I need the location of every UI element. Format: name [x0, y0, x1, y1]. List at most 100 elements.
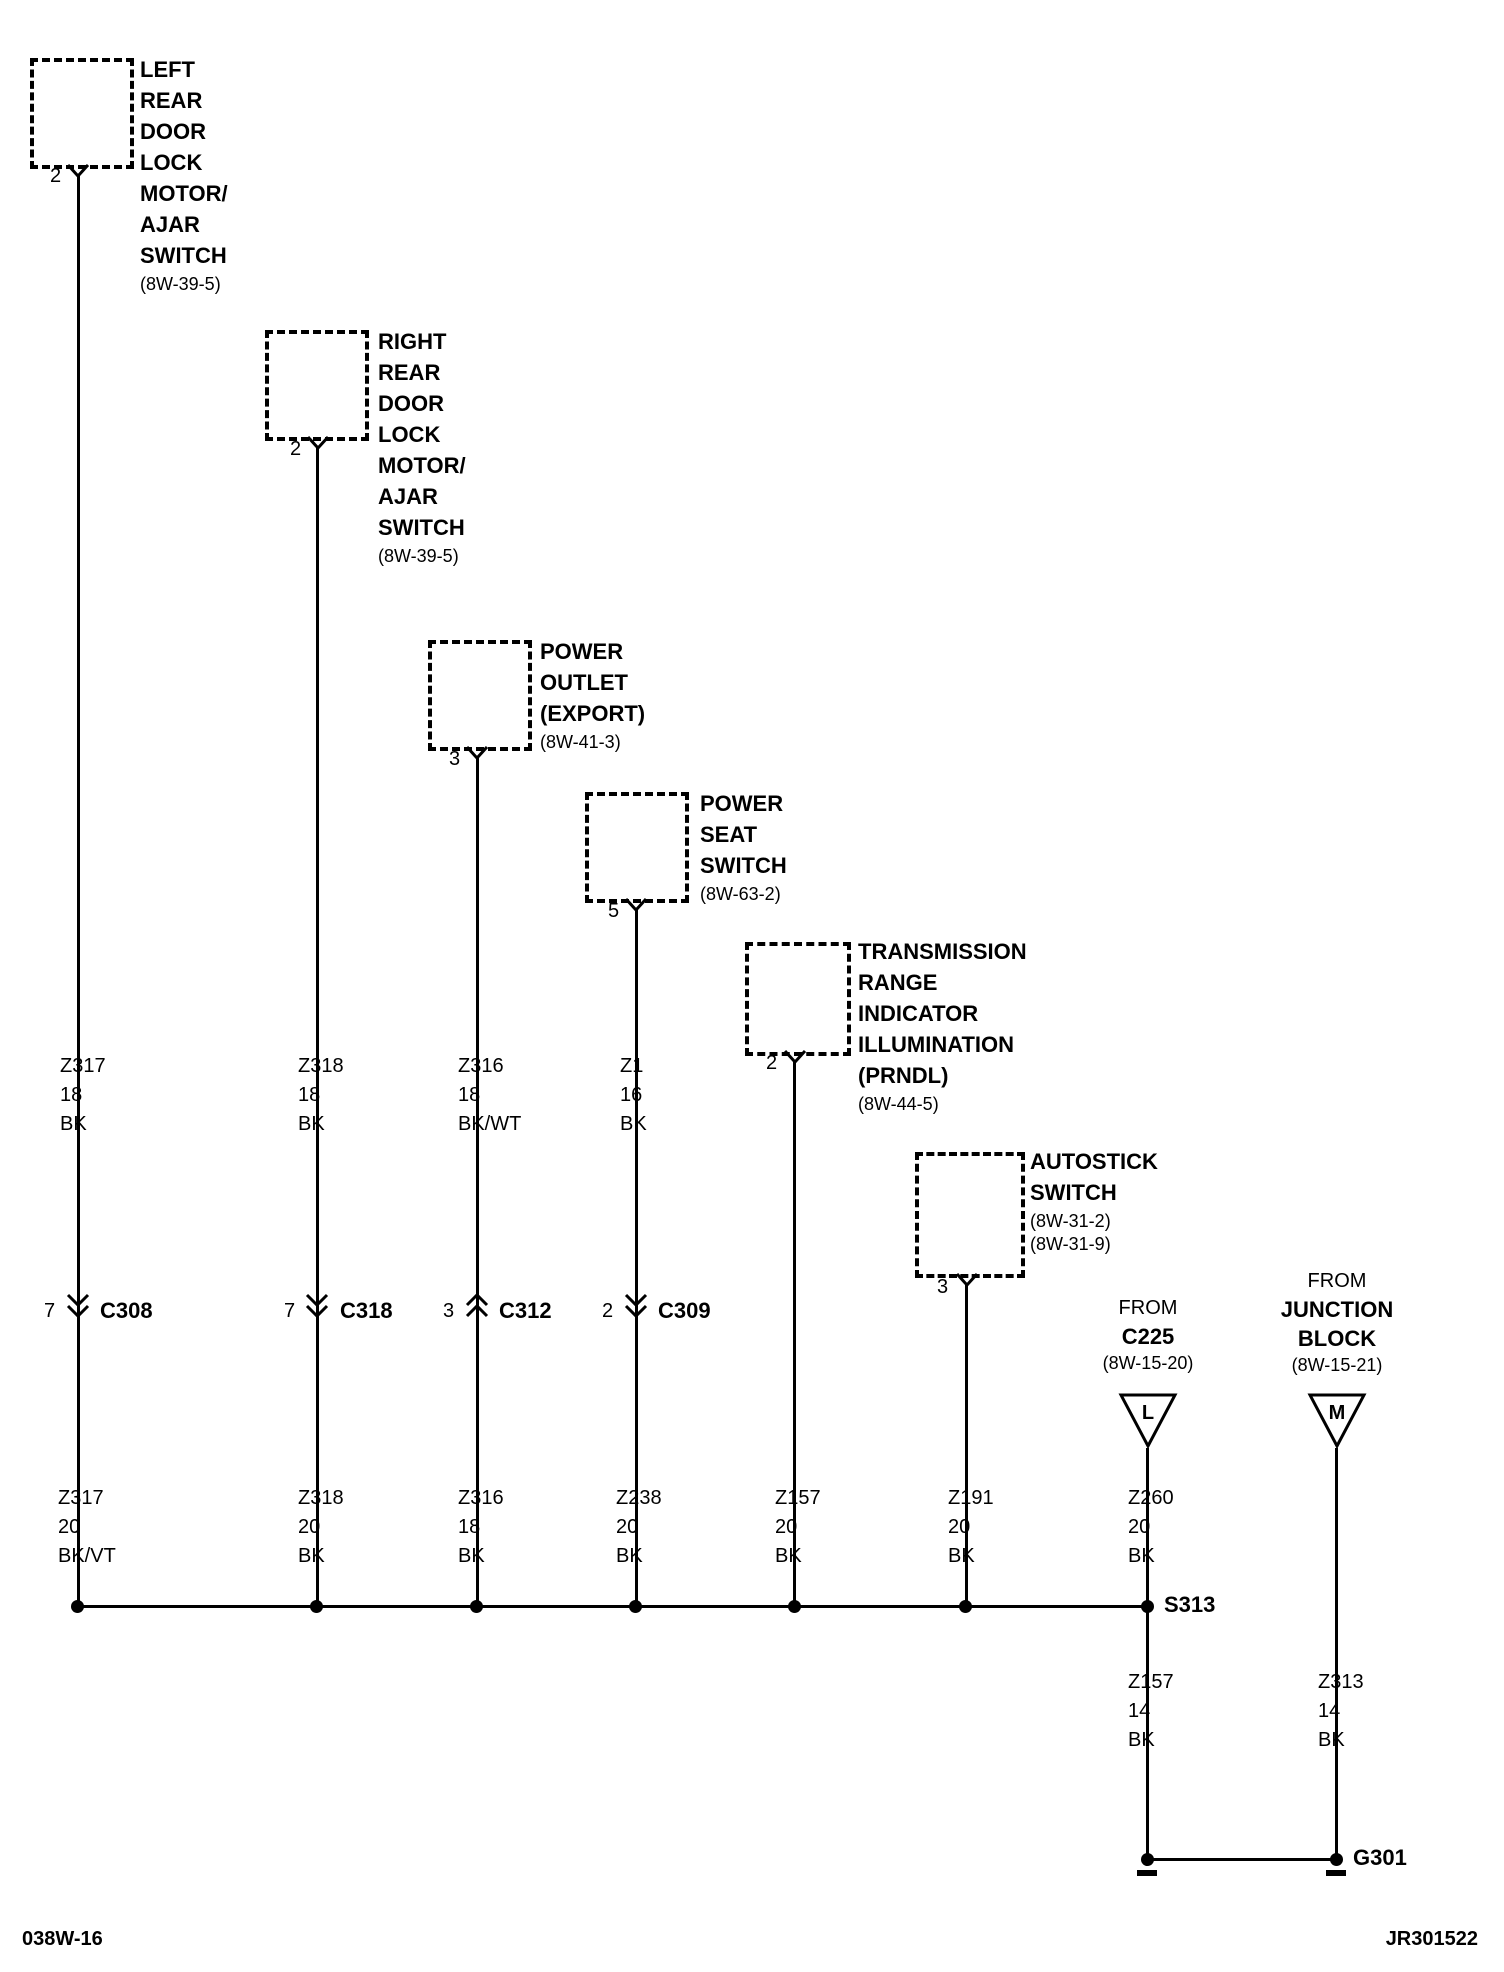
gauge: 14 [1318, 1700, 1341, 1722]
wire-label: Z313 14 BK [1318, 1668, 1364, 1755]
component-ref: (8W-41-3) [540, 732, 621, 752]
component-label-power-seat-switch: POWER SEAT SWITCH (8W-63-2) [700, 788, 787, 906]
wire-label: Z316 18 BK/WT [458, 1052, 521, 1139]
circuit: Z313 [1318, 1671, 1364, 1693]
circuit: Z316 [458, 1055, 504, 1077]
gauge: 20 [58, 1516, 81, 1538]
component-label-prndl-illumination: TRANSMISSION RANGE INDICATOR ILLUMINATIO… [858, 936, 1027, 1116]
gauge: 16 [620, 1084, 643, 1106]
color: BK [298, 1545, 325, 1567]
connector-pin: 3 [443, 1300, 455, 1322]
component-name: POWER SEAT SWITCH [700, 791, 787, 878]
component-label-right-rear-door: RIGHT REAR DOOR LOCK MOTOR/ AJAR SWITCH … [378, 326, 466, 568]
circuit: Z260 [1128, 1487, 1174, 1509]
circuit: Z157 [775, 1487, 821, 1509]
splice-dot [1141, 1600, 1154, 1613]
gauge: 18 [60, 1084, 83, 1106]
ground-dot [1330, 1853, 1343, 1866]
wire-z313 [1335, 1448, 1338, 1863]
circuit: Z317 [58, 1487, 104, 1509]
wire-label: Z260 20 BK [1128, 1484, 1174, 1571]
inline-connector-icon [465, 1293, 489, 1318]
source-ref: (8W-15-21) [1291, 1355, 1383, 1375]
component-ref: (8W-44-5) [858, 1094, 939, 1114]
connector-name: C318 [340, 1298, 393, 1323]
component-box-autostick-switch [915, 1152, 1025, 1278]
gauge: 14 [1128, 1700, 1151, 1722]
source-label-junction-block: FROM JUNCTION BLOCK (8W-15-21) [1258, 1268, 1416, 1378]
wire-z191 [965, 1285, 968, 1607]
ground-dot [1141, 1853, 1154, 1866]
component-label-power-outlet: POWER OUTLET (EXPORT) (8W-41-3) [540, 636, 645, 754]
wire-z317 [77, 176, 80, 1607]
wire-label: Z316 18 BK [458, 1484, 504, 1571]
source-triangle-m: M [1307, 1393, 1367, 1450]
splice-dot [310, 1600, 323, 1613]
ground-symbol-icon [1326, 1870, 1346, 1876]
footer-drawing-id: JR301522 [1385, 1928, 1478, 1950]
source-ref: (8W-15-20) [1102, 1353, 1194, 1373]
component-name: POWER OUTLET (EXPORT) [540, 639, 646, 726]
inline-connector-icon [66, 1293, 90, 1319]
splice-dot [71, 1600, 84, 1613]
wire-label: Z318 20 BK [298, 1484, 344, 1571]
splice-bus-line [78, 1605, 1149, 1608]
component-pin: 3 [937, 1276, 949, 1298]
color: BK/WT [458, 1113, 522, 1135]
gauge: 20 [948, 1516, 971, 1538]
component-name: RIGHT REAR DOOR LOCK MOTOR/ AJAR SWITCH [378, 329, 466, 540]
color: BK [298, 1113, 325, 1135]
gauge: 20 [775, 1516, 798, 1538]
component-box-power-seat-switch [585, 792, 689, 903]
source-from: FROM [1118, 1297, 1178, 1319]
component-ref: (8W-31-2) (8W-31-9) [1030, 1211, 1111, 1254]
splice-label: S313 [1164, 1592, 1216, 1617]
component-box-right-rear-door [265, 330, 369, 441]
connector-pin: 7 [44, 1300, 56, 1322]
color: BK [1128, 1545, 1155, 1567]
source-letter: L [1142, 1402, 1154, 1424]
component-box-left-rear-door [30, 58, 134, 169]
connector-name: C308 [100, 1298, 153, 1323]
connector-name: C309 [658, 1298, 711, 1323]
splice-dot [788, 1600, 801, 1613]
gauge: 20 [616, 1516, 639, 1538]
gauge: 20 [1128, 1516, 1151, 1538]
connector-pin: 2 [602, 1300, 614, 1322]
wire-label: Z317 20 BK/VT [58, 1484, 116, 1571]
color: BK [948, 1545, 975, 1567]
gauge: 18 [458, 1516, 481, 1538]
ground-bus-line [1148, 1858, 1339, 1861]
splice-dot [959, 1600, 972, 1613]
source-triangle-l: L [1118, 1393, 1178, 1450]
source-name: JUNCTION BLOCK [1280, 1297, 1394, 1351]
wire-z318 [316, 448, 319, 1607]
component-pin: 2 [50, 165, 62, 187]
wire-z260-z157 [1146, 1448, 1149, 1863]
circuit: Z1 [620, 1055, 644, 1077]
connector-pin: 7 [284, 1300, 296, 1322]
color: BK/VT [58, 1545, 116, 1567]
ground-symbol-icon [1137, 1870, 1157, 1876]
ground-label: G301 [1353, 1845, 1407, 1870]
color: BK [775, 1545, 802, 1567]
footer-sheet-number: 038W-16 [22, 1928, 103, 1950]
wire-label: Z157 14 BK [1128, 1668, 1174, 1755]
wire-label: Z1 16 BK [620, 1052, 647, 1139]
color: BK [458, 1545, 485, 1567]
circuit: Z318 [298, 1487, 344, 1509]
circuit: Z318 [298, 1055, 344, 1077]
component-box-prndl-illumination [745, 942, 851, 1056]
source-label-c225: FROM C225 (8W-15-20) [1073, 1295, 1223, 1376]
color: BK [1318, 1729, 1345, 1751]
component-label-left-rear-door: LEFT REAR DOOR LOCK MOTOR/ AJAR SWITCH (… [140, 54, 228, 296]
gauge: 20 [298, 1516, 321, 1538]
component-box-power-outlet [428, 640, 532, 751]
component-name: LEFT REAR DOOR LOCK MOTOR/ AJAR SWITCH [140, 57, 228, 268]
wire-label: Z157 20 BK [775, 1484, 821, 1571]
component-pin: 2 [290, 438, 302, 460]
color: BK [60, 1113, 87, 1135]
component-name: TRANSMISSION RANGE INDICATOR ILLUMINATIO… [858, 939, 1027, 1088]
color: BK [616, 1545, 643, 1567]
